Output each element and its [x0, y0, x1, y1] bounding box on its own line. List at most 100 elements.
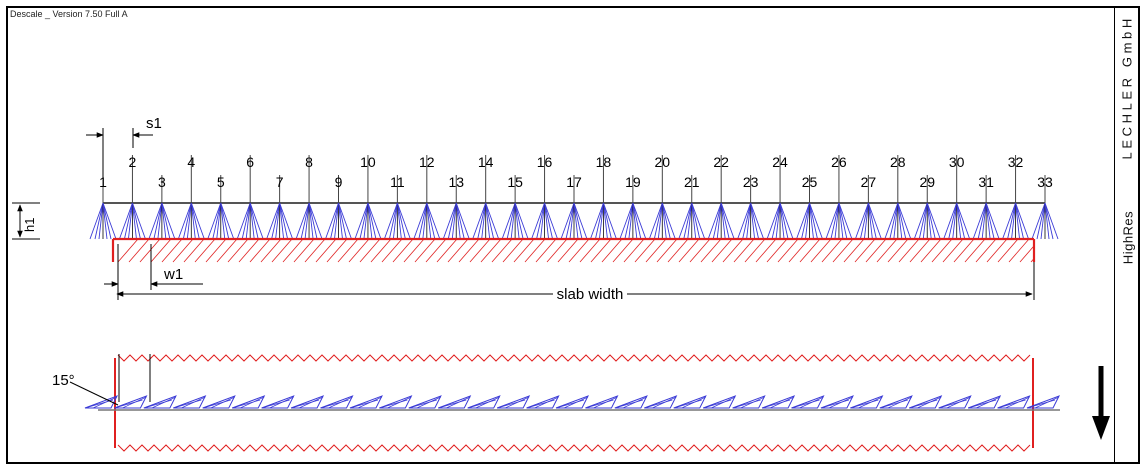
fan-ray [279, 202, 289, 240]
hatch-line [700, 238, 722, 263]
hatch-line [865, 238, 887, 263]
side-nozzle [967, 395, 1002, 409]
nozzle-label: 3 [158, 174, 166, 190]
fan-ray [396, 202, 411, 240]
fan-ray [308, 202, 323, 240]
fan-ray [972, 202, 987, 240]
nozzle-label: 9 [335, 174, 343, 190]
side-fan-ray [357, 396, 383, 409]
side-fan-ray [534, 396, 559, 409]
s1-label: s1 [146, 115, 162, 132]
side-nozzle [290, 395, 325, 409]
fan-ray [922, 202, 928, 240]
side-fan-ray [858, 396, 883, 409]
fan-ray [132, 202, 146, 240]
side-fan-outline [761, 395, 796, 409]
fan-ray [367, 202, 382, 240]
side-fan-outline [202, 395, 236, 409]
fan-ray [220, 202, 226, 240]
nozzle-fan [590, 202, 617, 240]
fan-ray [442, 202, 457, 240]
side-fan-ray [828, 396, 854, 409]
fan-ray [893, 202, 899, 240]
side-fan-ray [1034, 396, 1060, 409]
hatch-line [205, 238, 227, 263]
fan-ray [102, 202, 117, 240]
fan-ray [897, 202, 907, 240]
fan-ray [779, 202, 794, 240]
side-fan-outline [909, 395, 943, 409]
side-fan-ray [799, 396, 824, 409]
fan-ray [590, 202, 604, 240]
fan-ray [544, 202, 558, 240]
fan-ray [691, 202, 706, 240]
nozzle-fan [148, 202, 176, 240]
fan-ray [737, 202, 752, 240]
side-fan-ray [475, 396, 500, 409]
hatch-line [645, 238, 667, 263]
side-fan-ray [673, 399, 702, 409]
fan-ray [300, 202, 310, 240]
side-fan-outline [173, 395, 207, 409]
side-fan-ray [703, 399, 732, 409]
hatch-line [403, 238, 425, 263]
hatch-line [491, 238, 513, 263]
nozzle-label: 20 [655, 154, 671, 170]
fan-ray [367, 202, 373, 240]
fan-ray [863, 202, 869, 240]
hatch-line [227, 238, 249, 263]
nozzle-fan [972, 202, 1000, 240]
fan-ray [867, 202, 877, 240]
side-nozzle [1026, 395, 1061, 409]
hatch-line [513, 238, 535, 263]
hatch-line [546, 238, 568, 263]
fan-ray [952, 202, 958, 240]
hatch-line [161, 238, 183, 263]
side-fan-ray [240, 396, 265, 409]
fan-ray [716, 202, 722, 240]
fan-ray [838, 202, 844, 240]
side-fan-ray [1026, 399, 1056, 409]
nozzle-fan [678, 202, 706, 240]
side-nozzle [202, 395, 236, 409]
nozzle-label: 27 [861, 174, 877, 190]
fan-ray [750, 202, 756, 240]
fan-ray [367, 202, 377, 240]
fan-ray [279, 202, 294, 240]
fan-ray [1015, 202, 1021, 240]
fan-ray [271, 202, 281, 240]
side-fan-ray [909, 399, 938, 409]
side-fan-outline [614, 395, 648, 409]
side-fan-ray [349, 399, 379, 409]
fan-ray [720, 202, 730, 240]
hatch-line [623, 238, 645, 263]
hatch-line [271, 238, 293, 263]
nozzle-label: 28 [890, 154, 906, 170]
fan-ray [1011, 202, 1017, 240]
fan-ray [687, 202, 693, 240]
fan-ray [1007, 202, 1017, 240]
hatch-line [612, 238, 634, 263]
hatch-line [590, 238, 612, 263]
fan-ray [190, 202, 200, 240]
fan-ray [859, 202, 869, 240]
nozzle-label: 12 [419, 154, 435, 170]
fan-ray [127, 202, 133, 240]
fan-ray [207, 202, 222, 240]
fan-ray [485, 202, 495, 240]
fan-ray [603, 202, 617, 240]
fan-ray [1044, 202, 1050, 240]
nozzle-label: 26 [831, 154, 847, 170]
slab-top-zigzag [117, 354, 1031, 362]
fan-ray [720, 202, 726, 240]
fan-ray [212, 202, 222, 240]
side-fan-ray [320, 399, 349, 409]
side-fan-ray [151, 396, 177, 409]
side-nozzle [791, 395, 825, 409]
side-fan-ray [92, 396, 118, 409]
hatch-line [458, 238, 480, 263]
hatch-line [535, 238, 557, 263]
side-fan-outline [967, 395, 1002, 409]
hatch-line [788, 238, 810, 263]
fan-ray [455, 202, 465, 240]
